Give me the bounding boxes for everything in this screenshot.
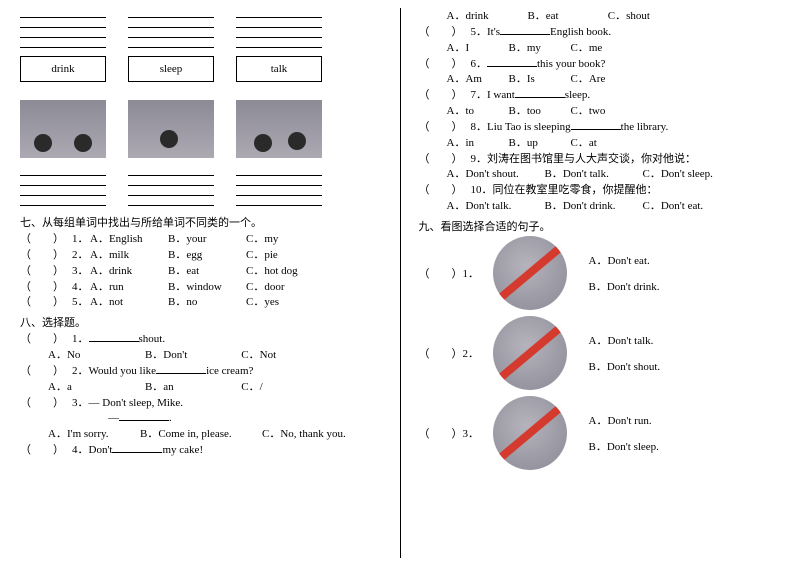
section-9-questions: （ ）1．A．Don't eat.B．Don't drink.（ ）2．A．Do…	[419, 236, 781, 470]
question-sub: —.	[20, 411, 382, 426]
blank-lines	[20, 166, 106, 206]
question-row: （ ）2．A．milkB．eggC．pie	[20, 248, 382, 263]
option-row: A．drink B．eat C．shout	[419, 9, 781, 24]
bottom-blank-row	[20, 166, 382, 206]
picture-question-row: （ ）2．A．Don't talk.B．Don't shout.	[419, 316, 781, 390]
right-questions: （ ）5．It'sEnglish book.A．IB．myC．me（ ）6．th…	[419, 25, 781, 214]
blank-lines	[236, 166, 322, 206]
question-row: （ ）10．同位在教室里吃零食，你提醒他：	[419, 183, 781, 198]
image-row	[20, 100, 382, 158]
question-row: （ ） 4．Don'tmy cake!	[20, 443, 382, 458]
question-row: （ ） 2．Would you likeice cream?	[20, 364, 382, 379]
question-row: （ ） 1．shout.	[20, 332, 382, 347]
top-blank-row	[20, 8, 382, 48]
question-row: （ ）6．this your book?	[419, 57, 781, 72]
question-row: （ ）5．It'sEnglish book.	[419, 25, 781, 40]
word-box: drink	[20, 56, 106, 82]
picture-question-row: （ ）1．A．Don't eat.B．Don't drink.	[419, 236, 781, 310]
option-row: A．I'm sorry. B．Come in, please. C．No, th…	[20, 427, 382, 442]
cartoon-image	[20, 100, 106, 158]
option-row: A．AmB．IsC．Are	[419, 72, 781, 87]
cartoon-image	[236, 100, 322, 158]
picture-question-row: （ ）3．A．Don't run.B．Don't sleep.	[419, 396, 781, 470]
option-row: A．Don't shout.B．Don't talk.C．Don't sleep…	[419, 167, 781, 182]
option-row: A．IB．myC．me	[419, 41, 781, 56]
blank-lines	[128, 8, 214, 48]
right-column: A．drink B．eat C．shout （ ）5．It'sEnglish b…	[401, 8, 781, 558]
prohibition-image	[493, 236, 567, 310]
cartoon-image	[128, 100, 214, 158]
question-row: （ ）9．刘涛在图书馆里与人大声交谈，你对他说：	[419, 152, 781, 167]
question-row: （ ）1．A．EnglishB．yourC．my	[20, 232, 382, 247]
prohibition-image	[493, 316, 567, 390]
question-row: （ ）5．A．notB．noC．yes	[20, 295, 382, 310]
question-row: （ ）3．A．drinkB．eatC．hot dog	[20, 264, 382, 279]
question-row: （ ）8．Liu Tao is sleepingthe library.	[419, 120, 781, 135]
word-box: talk	[236, 56, 322, 82]
section-7-title: 七、从每组单词中找出与所给单词不同类的一个。	[20, 214, 382, 230]
blank-lines	[236, 8, 322, 48]
prohibition-image	[493, 396, 567, 470]
section-7-questions: （ ）1．A．EnglishB．yourC．my（ ）2．A．milkB．egg…	[20, 232, 382, 310]
option-row: A．inB．upC．at	[419, 136, 781, 151]
word-box: sleep	[128, 56, 214, 82]
blank-lines	[20, 8, 106, 48]
blank-lines	[128, 166, 214, 206]
left-column: drink sleep talk 七、从每组单词中找出与所给单词不同类的一个。 …	[20, 8, 401, 558]
question-row: （ ）7．I wantsleep.	[419, 88, 781, 103]
question-row: （ ） 3．— Don't sleep, Mike.	[20, 396, 382, 411]
section-9-title: 九、看图选择合适的句子。	[419, 218, 781, 234]
question-row: （ ）4．A．runB．windowC．door	[20, 280, 382, 295]
option-row: A．toB．tooC．two	[419, 104, 781, 119]
section-8-title: 八、选择题。	[20, 314, 382, 330]
option-row: A．a B．an C．/	[20, 380, 382, 395]
word-box-row: drink sleep talk	[20, 56, 382, 82]
option-row: A．Don't talk.B．Don't drink.C．Don't eat.	[419, 199, 781, 214]
option-row: A．No B．Don't C．Not	[20, 348, 382, 363]
